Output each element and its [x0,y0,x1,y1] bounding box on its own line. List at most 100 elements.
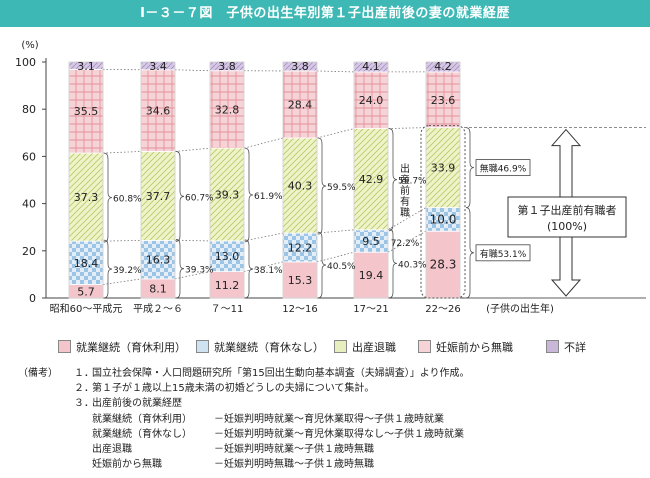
brace-label-low: 40.3% [398,260,427,270]
x-axis-suffix-label: (子供の出生年) [486,302,554,315]
legend-swatch-prepreg-none [418,340,431,353]
brace-right-top [465,127,475,209]
legend-label: 就業継続（育休利用） [76,341,186,354]
data-label-retire: 37.7 [146,190,171,203]
note-line: （備考） １． 国立社会保障・人口問題研究所「第15回出生動向基本調査（夫婦調査… [18,366,638,381]
definition-term: 妊娠前から無職 [92,459,162,471]
brace-employed-continue [175,239,185,299]
note-text: 出産前後の就業経歴 [92,398,182,410]
connector-line [102,278,142,285]
brace-label-high: 59.5% [327,183,356,193]
legend-swatch-unknown [546,340,559,353]
x-category-label: 昭和60～平成元 [50,303,123,315]
note-text: 国立社会保障・人口問題研究所「第15回出生動向基本調査（夫婦調査）」より作成。 [92,368,470,379]
bar-segment-retire [209,147,245,242]
data-label-prepreg-none: 28.4 [288,98,313,111]
data-label-continue-leave: 15.3 [288,274,313,287]
y-tick-label: 0 [29,292,36,305]
data-label-prepreg-none: 34.6 [146,105,171,118]
data-label-unknown: 3.1 [77,60,95,73]
bar-segment-retire [282,137,318,234]
brace-employed-retire [175,151,185,242]
vertical-note-char: 出 [400,162,410,175]
legend-label: 不詳 [564,341,586,354]
stacked-bar-chart: (%) 0 20 40 60 80 100 5.7 18.4 37.3 35.5 3.1 昭和60～平成… [15,40,646,315]
definition-line: 就業継続（育休利用） －妊娠判明時就業～育児休業取得～子供１歳時就業 [18,412,638,427]
brace-right-bottom [465,207,475,299]
right-label-bottom: 有職53.1% [480,248,527,260]
brace-label-low: 39.2% [113,266,142,276]
brace-employed-retire [317,137,327,235]
vertical-note-char: 職 [400,207,410,219]
connector-line [316,128,355,139]
note-number: ３． [74,398,94,410]
brace-employed-retire [103,152,113,243]
y-tick-label: 60 [22,150,36,163]
data-label-retire: 42.9 [359,173,384,186]
connector-line [174,69,211,72]
definition-text: －妊娠判明時就業～子供１歳時無職 [214,443,374,455]
data-label-continue-noleave: 18.4 [74,257,99,270]
data-label-continue-leave: 11.2 [215,279,240,292]
notes-prefix: （備考） [18,368,58,379]
definition-text: －妊娠判明時無職～子供１歳時無職 [214,459,374,471]
definition-term: 出産退職 [92,443,132,455]
employed-total-percent: (100%) [547,220,587,233]
data-label-prepreg-none: 23.6 [431,94,456,107]
vertical-note-total: 72.2% [391,239,420,249]
brace-employed-retire [388,128,398,232]
legend-swatch-continue-noleave [196,340,209,353]
data-label-retire: 39.3 [215,189,240,202]
brace-label-high: 59.7% [398,177,427,187]
data-label-prepreg-none: 24.0 [359,94,384,107]
brace-label-high: 60.7% [185,193,214,203]
right-label-top: 無職46.9% [480,163,527,175]
data-label-unknown: 4.2 [434,60,452,73]
right-label-box-bottom [475,244,531,262]
data-label-continue-leave: 5.7 [77,285,95,298]
data-label-retire: 33.9 [431,162,456,175]
legend-label: 妊娠前から無職 [436,341,513,354]
x-category-label: 22～26 [425,304,460,315]
x-category-label: 12～16 [282,304,317,315]
bar-outline [140,61,176,299]
brace-label-low: 40.5% [327,262,356,272]
data-label-unknown: 4.1 [362,60,380,73]
y-tick-label: 20 [22,245,36,258]
data-label-continue-noleave: 12.2 [288,241,313,254]
connector-line [243,137,284,149]
connector-line [243,232,284,242]
note-line: ３． 出産前後の就業経歴 [18,396,638,411]
employed-total-title: 第１子出産前有職者 [518,203,617,217]
definition-line: 妊娠前から無職 －妊娠判明時無職～子供１歳時無職 [18,457,638,472]
note-text: 第１子が１歳以上15歳未満の初婚どうしの夫婦について集計。 [92,383,375,395]
definition-text: －妊娠判明時就業～育児休業取得～子供１歳時就業 [214,413,444,425]
connector-line [174,147,211,152]
legend-label: 出産退職 [352,341,396,354]
connector-line [387,230,427,253]
notes: （備考） １． 国立社会保障・人口問題研究所「第15回出生動向基本調査（夫婦調査… [18,366,638,472]
data-label-retire: 40.3 [288,180,313,193]
legend-label: 就業継続（育休なし） [214,341,324,354]
vertical-note-char: 前 [400,184,410,197]
data-label-continue-leave: 8.1 [149,282,167,295]
bar-outline [353,61,389,299]
legend-swatch-retire [334,340,347,353]
legend: 就業継続（育休利用） 就業継続（育休なし） 出産退職 妊娠前から無職 不詳 [58,335,643,361]
brace-label-low: 39.3% [185,266,214,276]
brace-label-low: 38.1% [254,266,283,276]
definition-term: 就業継続（育休利用） [92,413,192,425]
definition-term: 就業継続（育休なし） [92,428,192,440]
legend-item-continue-leave: 就業継続（育休利用） [58,339,186,355]
y-tick-label: 40 [22,198,36,211]
connector-line [102,240,142,242]
y-tick-label: 80 [22,103,36,116]
data-label-unknown: 3.4 [149,60,167,73]
y-tick-label: 100 [15,56,36,69]
data-label-unknown: 3.8 [218,60,236,73]
connector-line [387,207,427,231]
legend-item-retire: 出産退職 [334,339,396,355]
x-category-label: ７～11 [211,304,244,315]
x-category-label: 平成２～６ [133,303,183,315]
